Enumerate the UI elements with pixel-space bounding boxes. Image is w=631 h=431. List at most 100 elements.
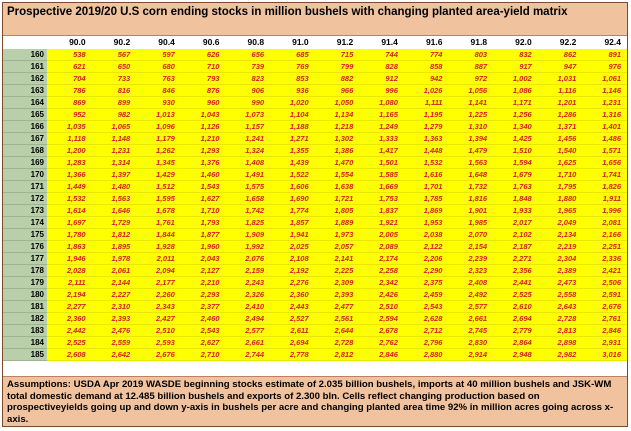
table-row: 165 952 982 1,013 1,043 1,073 1,104 1,134 1,165 1… bbox=[3, 108, 627, 121]
table-row: 166 1,035 1,065 1,096 1,126 1,157 1,188 1,218 1,… bbox=[3, 120, 627, 133]
table-cell: 2,225 bbox=[314, 264, 360, 277]
table-cell: 2,017 bbox=[493, 216, 538, 229]
table-cell: 1,397 bbox=[91, 168, 137, 181]
table-cell: 2,011 bbox=[136, 252, 181, 265]
column-header: 92.0 bbox=[493, 36, 538, 49]
table-cell: 2,304 bbox=[537, 252, 583, 265]
table-cell: 1,816 bbox=[448, 192, 494, 205]
table-cell: 1,877 bbox=[180, 228, 226, 241]
row-header: 170 bbox=[3, 168, 47, 181]
table-cell: 2,174 bbox=[359, 252, 404, 265]
assumptions-text: Assumptions: USDA Apr 2019 WASDE beginni… bbox=[7, 379, 614, 425]
table-cell: 2,336 bbox=[582, 252, 627, 265]
table-cell: 1,271 bbox=[270, 132, 315, 145]
table-cell: 1,020 bbox=[270, 96, 315, 109]
table-cell: 1,837 bbox=[359, 204, 404, 217]
table-cell: 2,678 bbox=[359, 324, 404, 337]
table-cell: 2,676 bbox=[582, 300, 627, 313]
table-cell: 2,342 bbox=[359, 276, 404, 289]
table-cell: 1,614 bbox=[47, 204, 92, 217]
table-cell: 1,978 bbox=[91, 252, 137, 265]
table-cell: 1,293 bbox=[180, 144, 226, 157]
column-header: 91.0 bbox=[270, 36, 315, 49]
table-row: 185 2,608 2,642 2,676 2,710 2,744 2,778 2,812 2,… bbox=[3, 348, 627, 361]
table-cell: 2,460 bbox=[180, 312, 226, 325]
table-cell: 803 bbox=[448, 49, 494, 61]
table-cell: 1,697 bbox=[47, 216, 92, 229]
table-cell: 972 bbox=[448, 72, 494, 85]
table-cell: 1,218 bbox=[314, 120, 360, 133]
table-cell: 597 bbox=[136, 49, 181, 61]
table-cell: 1,449 bbox=[47, 180, 92, 193]
table-cell: 2,492 bbox=[448, 288, 494, 301]
table-cell: 1,928 bbox=[136, 240, 181, 253]
table-cell: 2,309 bbox=[314, 276, 360, 289]
row-header: 184 bbox=[3, 336, 47, 349]
table-cell: 1,043 bbox=[180, 108, 226, 121]
table-cell: 1,195 bbox=[403, 108, 449, 121]
table-cell: 2,108 bbox=[270, 252, 315, 265]
table-cell: 1,134 bbox=[314, 108, 360, 121]
table-cell: 769 bbox=[270, 60, 315, 73]
column-header: 91.6 bbox=[403, 36, 449, 49]
table-cell: 2,644 bbox=[314, 324, 360, 337]
row-header: 183 bbox=[3, 324, 47, 337]
table-cell: 1,256 bbox=[493, 108, 538, 121]
table-cell: 853 bbox=[270, 72, 315, 85]
table-cell: 1,363 bbox=[403, 132, 449, 145]
column-header: 91.8 bbox=[448, 36, 494, 49]
table-cell: 2,177 bbox=[136, 276, 181, 289]
table-cell: 2,159 bbox=[225, 264, 271, 277]
table-cell: 1,417 bbox=[359, 144, 404, 157]
table-cell: 2,102 bbox=[493, 228, 538, 241]
table-cell: 1,225 bbox=[448, 108, 494, 121]
table-cell: 2,389 bbox=[537, 264, 583, 277]
table-cell: 1,073 bbox=[225, 108, 271, 121]
table-cell: 882 bbox=[314, 72, 360, 85]
table-cell: 2,610 bbox=[493, 300, 538, 313]
table-cell: 2,710 bbox=[180, 348, 226, 361]
table-cell: 1,805 bbox=[314, 204, 360, 217]
table-row: 183 2,442 2,476 2,510 2,543 2,577 2,611 2,644 2,… bbox=[3, 324, 627, 337]
table-cell: 2,525 bbox=[493, 288, 538, 301]
table-cell: 912 bbox=[359, 72, 404, 85]
table-cell: 2,360 bbox=[270, 288, 315, 301]
table-cell: 2,251 bbox=[582, 240, 627, 253]
table-cell: 786 bbox=[47, 84, 92, 97]
row-header: 169 bbox=[3, 156, 47, 169]
table-cell: 1,366 bbox=[47, 168, 92, 181]
table-cell: 947 bbox=[537, 60, 583, 73]
table-cell: 2,898 bbox=[537, 336, 583, 349]
table-cell: 1,857 bbox=[270, 216, 315, 229]
row-header: 167 bbox=[3, 132, 47, 145]
table-cell: 2,166 bbox=[582, 228, 627, 241]
table-row: 176 1,863 1,895 1,928 1,960 1,992 2,025 2,057 2,… bbox=[3, 240, 627, 253]
table-cell: 774 bbox=[403, 49, 449, 61]
table-cell: 936 bbox=[270, 84, 315, 97]
chart-title: Prospective 2019/20 U.S corn ending stoc… bbox=[7, 6, 568, 18]
table-cell: 1,785 bbox=[403, 192, 449, 205]
table-cell: 1,543 bbox=[180, 180, 226, 193]
table-cell: 744 bbox=[359, 49, 404, 61]
table-cell: 2,134 bbox=[537, 228, 583, 241]
table-cell: 1,985 bbox=[448, 216, 494, 229]
table-cell: 1,241 bbox=[225, 132, 271, 145]
table-cell: 2,043 bbox=[180, 252, 226, 265]
table-cell: 990 bbox=[225, 96, 271, 109]
row-header: 160 bbox=[3, 49, 47, 61]
table-cell: 2,864 bbox=[493, 336, 538, 349]
table-cell: 1,501 bbox=[359, 156, 404, 169]
table-cell: 1,439 bbox=[270, 156, 315, 169]
table-cell: 1,812 bbox=[91, 228, 137, 241]
table-cell: 2,210 bbox=[180, 276, 226, 289]
table-cell: 1,171 bbox=[493, 96, 538, 109]
table-cell: 1,616 bbox=[403, 168, 449, 181]
table-cell: 2,594 bbox=[359, 312, 404, 325]
table-cell: 1,065 bbox=[91, 120, 137, 133]
table-cell: 2,122 bbox=[403, 240, 449, 253]
table-cell: 2,243 bbox=[225, 276, 271, 289]
table-cell: 823 bbox=[225, 72, 271, 85]
row-header: 171 bbox=[3, 180, 47, 193]
table-cell: 2,628 bbox=[403, 312, 449, 325]
table-cell: 1,742 bbox=[225, 204, 271, 217]
